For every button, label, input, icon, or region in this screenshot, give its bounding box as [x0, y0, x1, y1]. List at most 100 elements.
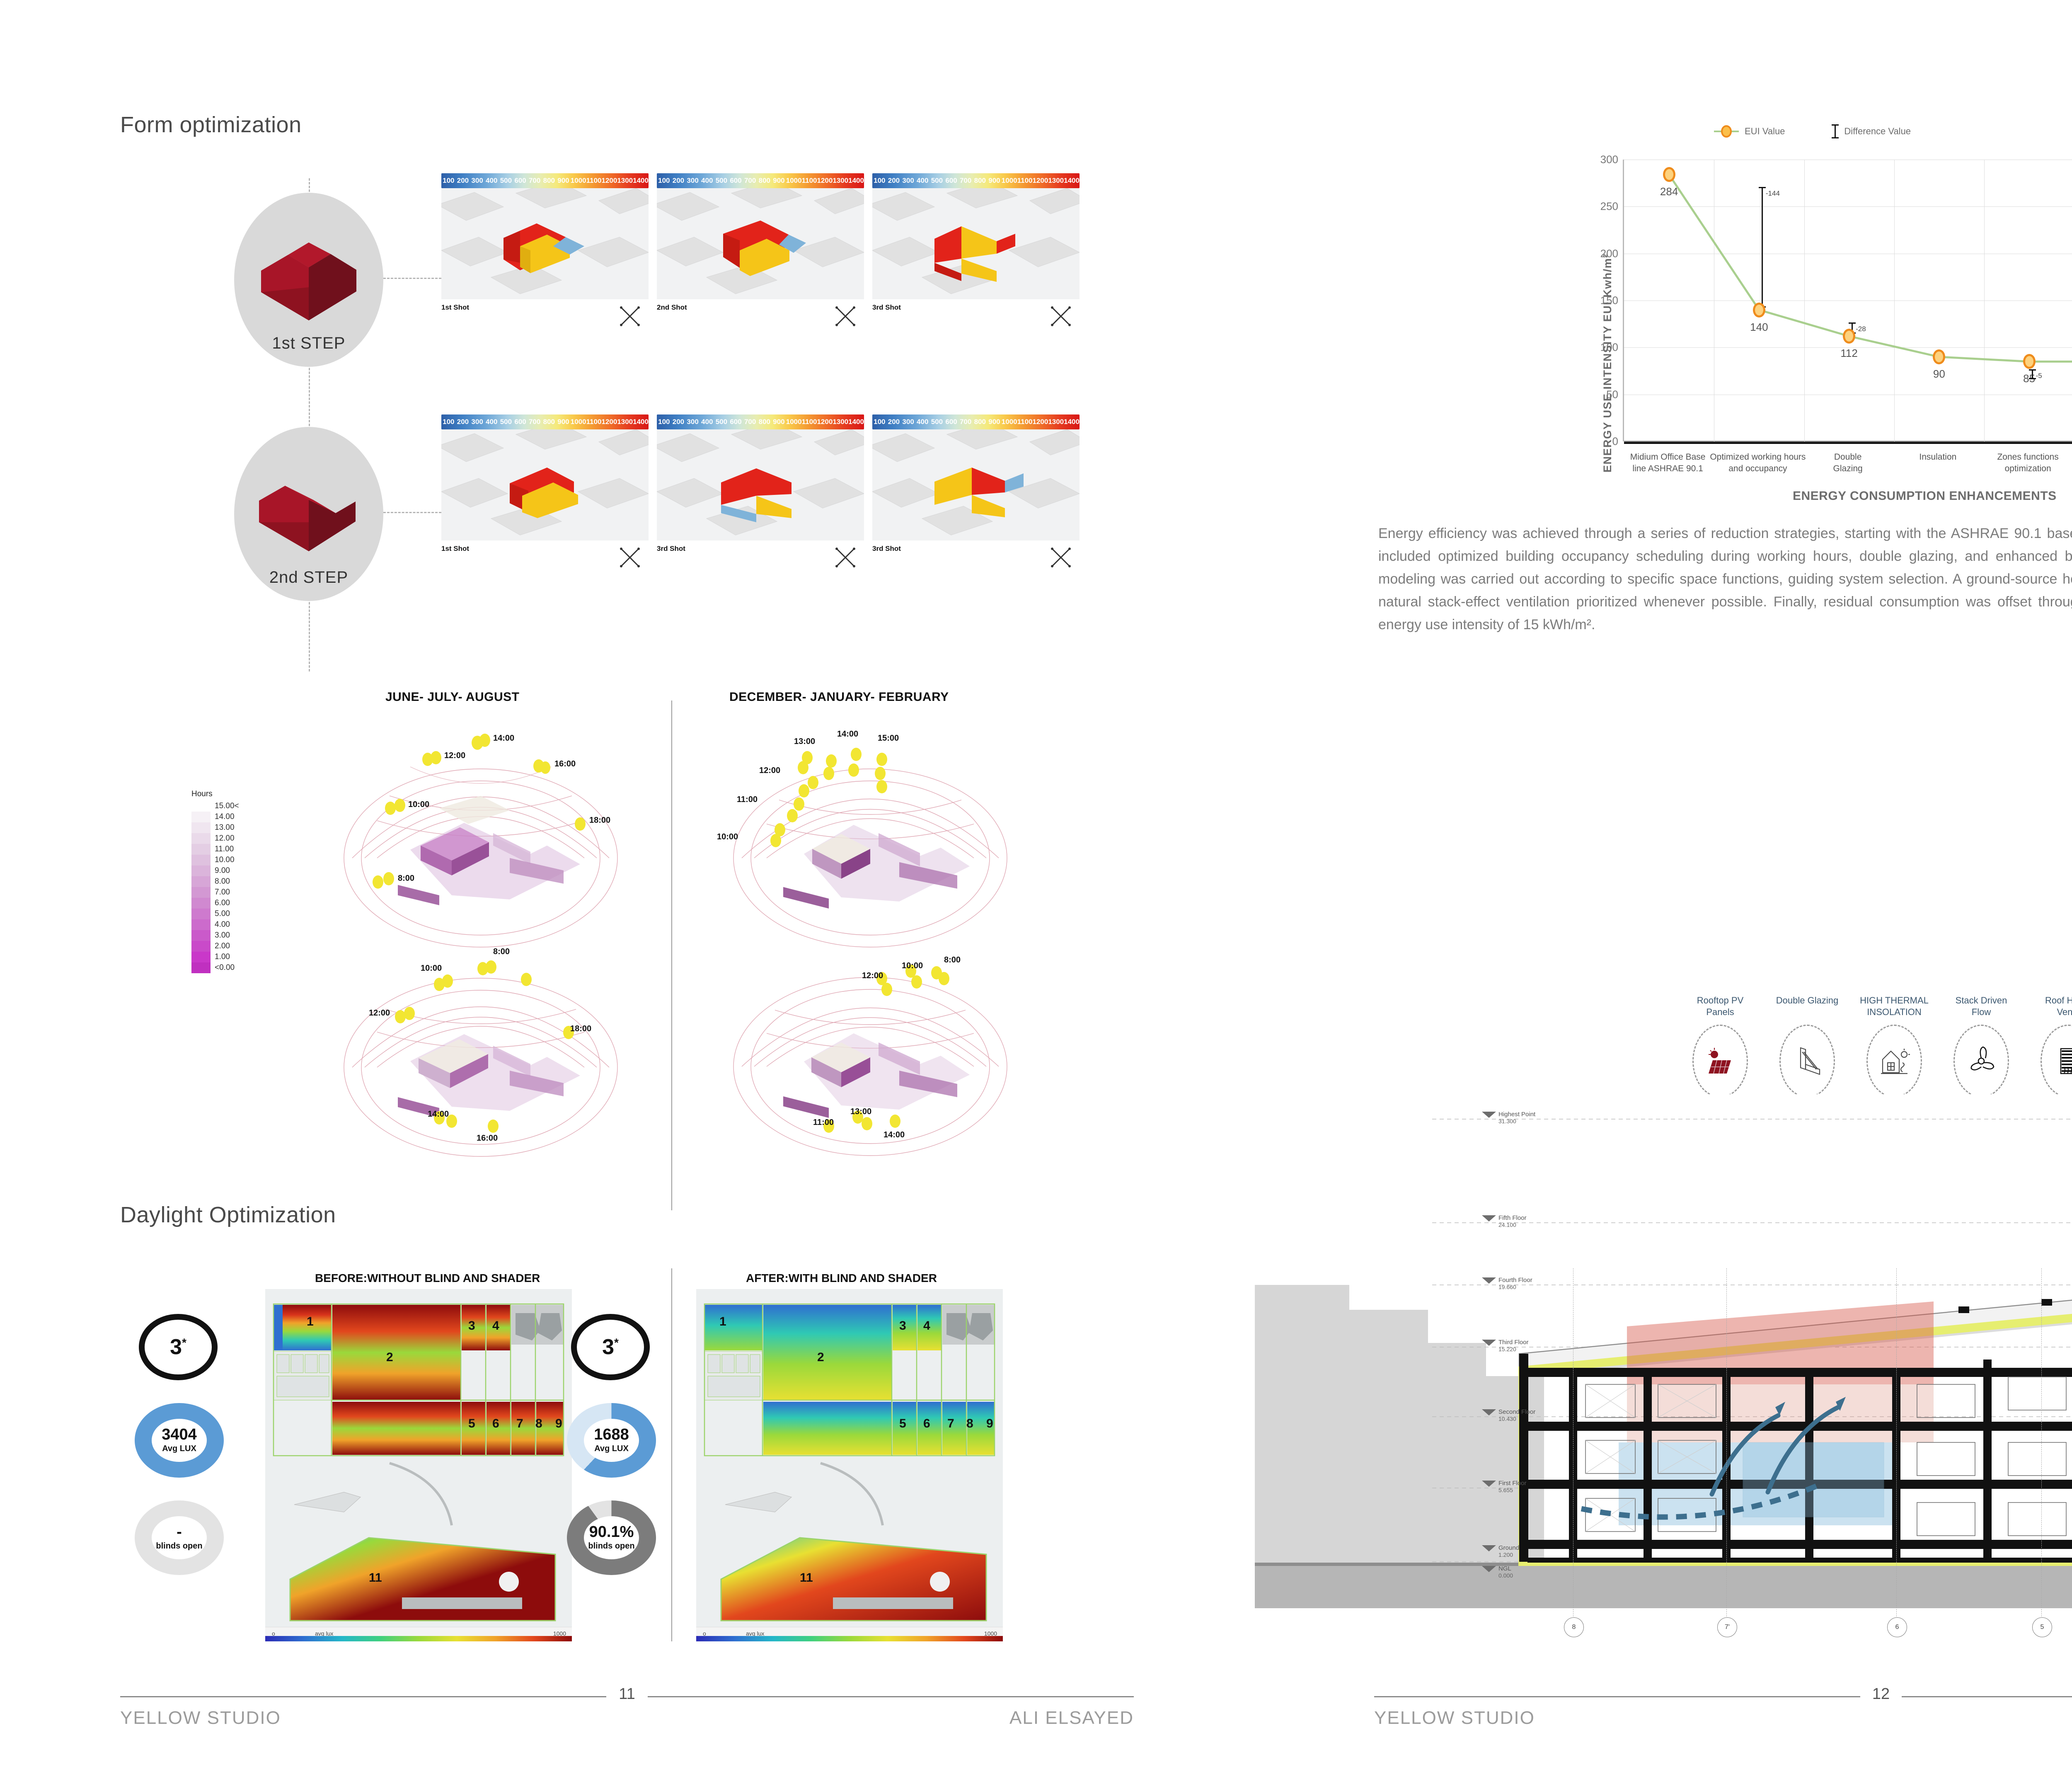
page-left: Form optimization 1st STEP 2nd STEP — [120, 112, 1134, 1728]
hours-label: 7.00 — [215, 888, 230, 897]
level-value: 10.430 — [1498, 1415, 1516, 1422]
blinds-caption: blinds open — [588, 1541, 635, 1551]
scale-tick: 800 — [974, 177, 986, 184]
section-graphic-icon — [1254, 1094, 2072, 1646]
scale-tick: 500 — [500, 177, 512, 184]
strategy-oval — [1692, 1025, 1748, 1098]
scale-tick: 100 — [658, 177, 670, 184]
irradiance-scale-2: 100 200 300 400 500 600 700 800 900 1000 1100 1200 1… — [657, 173, 864, 188]
room-label: 7 — [516, 1417, 523, 1430]
chart-y-tick: 0 — [1612, 435, 1618, 448]
room-label: 6 — [923, 1417, 930, 1430]
hours-label: 2.00 — [215, 942, 230, 950]
chart-y-tick: 150 — [1600, 294, 1618, 307]
hours-legend-row: 3.00 — [191, 930, 239, 941]
sun-time-label: 14:00 — [493, 734, 515, 743]
scale-tick: 1400 — [848, 418, 864, 426]
shot-col-2-3: 100 200 300 400 500 600 700 800 900 1000 1100 1200 1… — [872, 414, 1080, 567]
room-label: 11 — [800, 1571, 813, 1585]
level-name: Third Floor — [1498, 1339, 1529, 1346]
sun-time-label: 10:00 — [717, 832, 738, 841]
room-label: 3 — [468, 1319, 475, 1333]
page-right: EUI Value Difference Value ENERGY USE IN… — [1254, 0, 2072, 1774]
scale-tick: 100 — [874, 418, 886, 426]
irradiance-scale-4: 100 200 300 400 500 600 700 800 900 1000 1100 1200 1… — [441, 414, 649, 429]
scale-tick: 1100 — [801, 418, 817, 426]
sun-time-label: 15:00 — [878, 734, 899, 743]
grid-bubble: 5 — [2032, 1617, 2052, 1637]
before-avg-lux-donut: 3404 Avg LUX — [135, 1403, 224, 1478]
hours-legend-row: 1.00 — [191, 952, 239, 962]
chart-vgridline — [1804, 160, 1805, 441]
scale-tick: 300 — [471, 177, 483, 184]
orientation-cross-icon — [835, 306, 855, 326]
false-color-daylight-plan-icon — [265, 1289, 572, 1641]
chart-point-label: 90 — [1933, 368, 1945, 380]
building-section-drawing: Highest Point 31.300 Fifth Floor 24.100 Fo… — [1254, 1094, 2072, 1646]
chart-x-category: GSHPSystem — [2068, 451, 2072, 475]
room-label: 8 — [535, 1417, 542, 1430]
scale-tick: 500 — [931, 177, 943, 184]
strategy-oval — [1866, 1025, 1922, 1098]
scale-tick: 900 — [988, 177, 1000, 184]
chart-x-label-line: line ASHRAE 90.1 — [1632, 464, 1703, 474]
grid-line — [2041, 1268, 2042, 1616]
footer-right-page: 12 YELLOW STUDIO ALI ELSAYED — [1374, 1685, 2072, 1738]
strategy-double-glazing: Double Glazing — [1772, 995, 1842, 1098]
level-value: 1.200 — [1498, 1551, 1513, 1558]
sun-time-label: 16:00 — [554, 759, 576, 768]
hours-label: 12.00 — [215, 834, 235, 843]
irradiance-scale-6: 100 200 300 400 500 600 700 800 900 1000 1100 1200 1… — [872, 414, 1080, 429]
hours-label: 13.00 — [215, 823, 235, 832]
level-marker: Ground 1.200 — [1482, 1544, 1519, 1558]
hours-legend-row: 5.00 — [191, 909, 239, 919]
scale-tick: 400 — [701, 418, 713, 426]
avg-lux-caption: Avg LUX — [162, 1444, 196, 1454]
orientation-cross-icon — [1051, 548, 1071, 567]
scale-tick: 400 — [486, 177, 498, 184]
daylight-after-heading: AFTER:WITH BLIND AND SHADER — [746, 1272, 937, 1284]
scale-tick: 300 — [902, 418, 914, 426]
level-marker: Fourth Floor 19.660 — [1482, 1277, 1532, 1291]
scale-tick: 1200 — [1032, 177, 1048, 184]
hours-swatch — [191, 844, 211, 855]
scale-tick: 500 — [500, 418, 512, 426]
footer-studio: YELLOW STUDIO — [1374, 1708, 1535, 1728]
strategy-thermal-insulation: HIGH THERMAL INSOLATION — [1859, 995, 1929, 1098]
level-triangle-icon — [1482, 1277, 1496, 1284]
scale-tick: 700 — [744, 177, 756, 184]
massing-render-icon — [872, 188, 1080, 299]
sun-time-label: 14:00 — [884, 1130, 905, 1139]
massing-shot-image — [872, 429, 1080, 540]
level-marker: Third Floor 15.220 — [1482, 1339, 1529, 1353]
level-marker: Second Floor 10.430 — [1482, 1408, 1535, 1423]
scale-tick: 200 — [457, 418, 469, 426]
scale-tick: 200 — [672, 177, 685, 184]
hours-label: 9.00 — [215, 866, 230, 875]
sun-time-label: 13:00 — [794, 737, 816, 746]
scale-tick: 900 — [773, 177, 785, 184]
scale-tick: 200 — [888, 418, 900, 426]
chart-plot-area: 0501001502002503002841401129085857068-14… — [1600, 153, 2072, 448]
strategy-label: Stack Driven Flow — [1955, 995, 2007, 1017]
level-triangle-icon — [1482, 1112, 1496, 1118]
massing-shape-2-icon — [259, 486, 356, 552]
chart-x-category: Zones functions optimization — [1978, 451, 2072, 475]
avg-lux-value: 3404 — [162, 1426, 197, 1444]
strategy-oval — [1779, 1025, 1835, 1098]
level-marker: First Floor 5.655 — [1482, 1480, 1527, 1494]
scale-tick: 800 — [543, 418, 555, 426]
level-marker: Fifth Floor 24.100 — [1482, 1214, 1527, 1229]
chart-x-label-line: Optimized working hours — [1710, 452, 1806, 462]
sun-path-diagram-icon — [344, 734, 618, 948]
step-1-oval: 1st STEP — [234, 193, 383, 367]
hours-swatch — [191, 909, 211, 919]
form-spine-dashed — [309, 178, 310, 671]
hours-legend-title: Hours — [191, 790, 213, 798]
scale-tick: 400 — [486, 418, 498, 426]
chart-x-label-line: GSHP — [2068, 451, 2072, 463]
level-triangle-icon — [1482, 1215, 1496, 1221]
footer-rule-left — [120, 1696, 606, 1697]
after-avg-lux-donut: 1688 Avg LUX — [567, 1403, 656, 1478]
chart-difference-label: -5 — [2036, 372, 2042, 380]
